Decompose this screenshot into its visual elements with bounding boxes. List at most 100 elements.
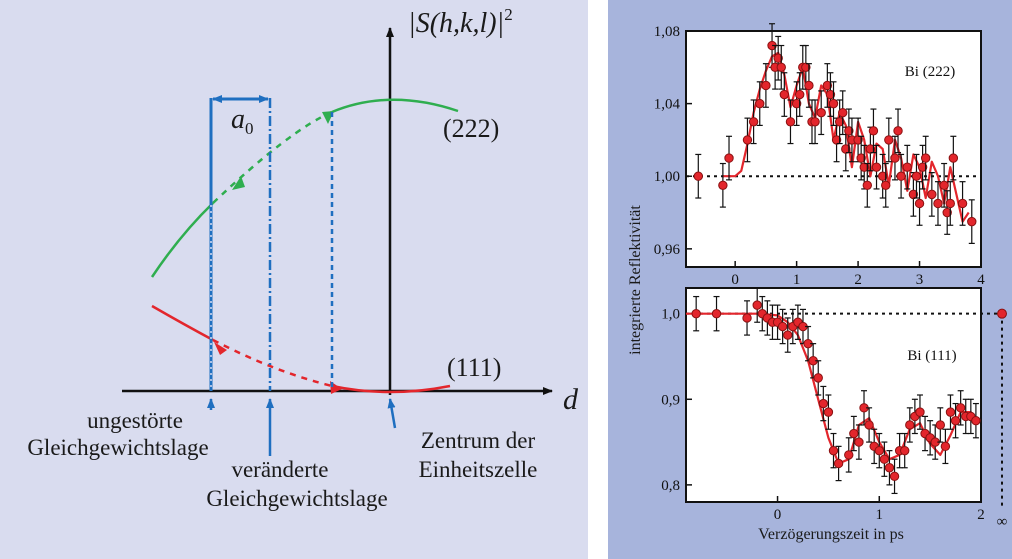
data-point [791,81,802,127]
data-marker [849,428,859,439]
data-point [879,441,890,477]
data-point [871,144,882,190]
left-diagram: |S(h,k,l)|2 d a0 (222) (111) ungestörte … [27,5,579,511]
data-point [801,44,811,90]
center-pointer [387,398,397,429]
data-point [955,390,966,426]
data-point [742,300,752,336]
data-marker [945,407,956,417]
data-marker [834,117,845,127]
data-marker [889,471,900,482]
data-marker [945,198,955,209]
data-marker [777,321,788,332]
displacement-label: a0 [231,104,254,138]
y-tick-label: 1,08 [654,24,680,40]
changed-label-line2: Gleichgewichtslage [206,486,387,511]
x-tick-label: 4 [977,272,985,288]
data-marker [828,445,839,456]
data-point [908,172,919,217]
data-point [844,437,854,473]
data-marker [794,89,805,100]
data-marker [831,135,842,145]
data-marker [879,454,890,464]
data-point [874,432,884,469]
y-tick-label: 0,9 [661,392,680,408]
data-marker [742,135,753,145]
data-marker [967,216,977,227]
data-marker [971,415,981,426]
data-point [813,360,823,396]
data-point [823,394,834,430]
data-point [957,181,968,226]
data-point [914,181,925,226]
data-marker [864,420,874,430]
x-tick-label: 1 [793,272,801,288]
data-point [940,428,951,465]
data-marker [825,89,836,100]
data-marker [841,144,851,154]
data-point [783,317,793,353]
data-point [884,117,894,163]
data-marker [896,171,906,181]
x-tick-label: 3 [916,272,924,288]
center-label-line1: Zentrum der [421,428,536,453]
data-marker [755,98,765,109]
curve-222-solid-right [331,98,459,114]
data-marker [711,308,722,319]
data-point [748,99,759,145]
data-point [868,108,879,154]
data-point [803,325,813,362]
data-point [755,81,765,127]
data-marker [816,107,826,118]
data-point [927,172,937,217]
data-marker [773,53,783,63]
data-point [933,181,943,226]
data-marker [902,162,912,172]
data-marker [785,117,796,127]
data-point [742,117,753,163]
chart-bi-222: 0 1 2 3 4 1,08 1,04 1,00 0,96 Bi (222) [654,23,985,288]
undisturbed-label-line2: Gleichgewichtslage [27,435,208,460]
data-marker [935,420,946,430]
data-marker [939,180,949,191]
left-diagram-panel [0,0,588,559]
data-point [854,424,864,460]
data-point [950,402,961,439]
data-marker [859,162,869,172]
data-marker [818,398,829,409]
data-point [798,308,808,345]
data-point [831,117,842,163]
data-point [810,99,820,145]
data-marker [776,62,786,73]
data-point [939,162,949,208]
data-point [967,199,977,244]
data-marker [874,445,884,456]
data-marker [822,80,833,91]
data-point [691,295,701,332]
curve-111-solid-left [151,304,214,342]
data-marker [828,98,839,109]
curve-111-dashed [212,338,333,388]
data-marker [844,126,854,136]
data-point [948,135,959,181]
data-marker [693,171,703,181]
data-point [834,99,845,145]
data-point [818,385,829,422]
y-tick-label: 1,00 [654,169,680,185]
data-point [724,135,734,181]
data-point [920,135,931,181]
plot-area [685,30,982,268]
data-point [945,394,956,430]
data-point [890,135,900,181]
data-marker [856,153,866,163]
arrowhead-222-a [232,176,245,190]
x-axis-title: Verzögerungszeit in ps [758,526,904,543]
x-tick-label: 2 [977,507,985,523]
data-marker [833,458,844,469]
data-marker [890,153,900,163]
data-marker [881,180,891,191]
data-point [841,126,851,172]
data-point [915,394,925,430]
data-marker [917,162,928,172]
